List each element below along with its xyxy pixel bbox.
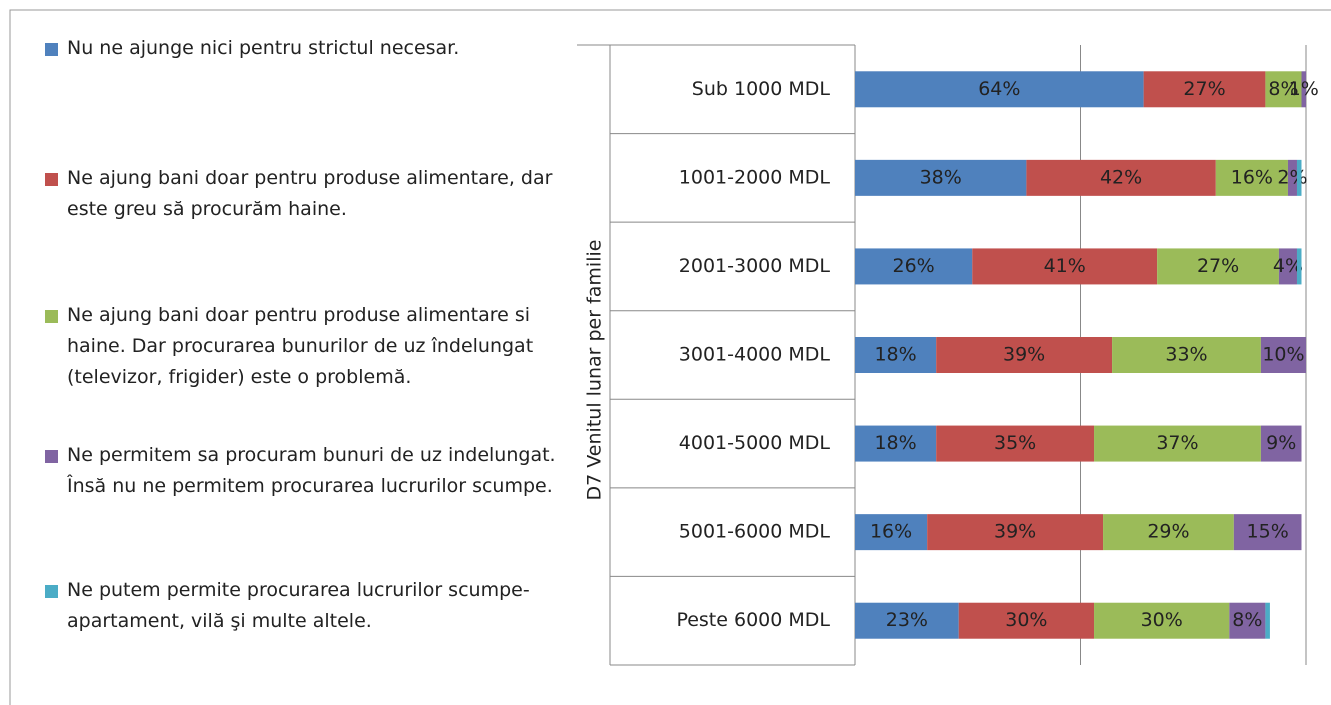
bar-segment [855,71,1144,108]
data-label: 23% [886,609,928,631]
bar-segment [855,425,937,462]
legend-item: Ne ajung bani doar pentru produse alimen… [45,163,567,225]
legend-label: Ne putem permite procurarea lucrurilor s… [67,579,530,632]
bar-segment [1296,248,1302,285]
data-label: 10% [1262,344,1304,366]
data-label: 8% [1232,609,1262,631]
data-label: 38% [920,166,962,188]
data-label: 39% [994,521,1036,543]
legend-swatch [45,173,58,186]
bar-segment [1260,425,1302,462]
bar-segment [936,425,1095,462]
data-label: 64% [978,78,1020,100]
legend-swatch [45,585,58,598]
bar-segment [1094,425,1261,462]
bar-segment [958,602,1095,639]
legend-label: Ne ajung bani doar pentru produse alimen… [67,167,553,220]
bar-segment [1260,337,1306,373]
frame [9,9,1331,705]
legend-item: Ne putem permite procurarea lucrurilor s… [45,575,567,637]
data-label: 15% [1247,521,1289,543]
data-label: 35% [994,432,1036,454]
data-label: 30% [1005,609,1047,631]
legend-label: Ne ajung bani doar pentru produse alimen… [67,304,534,388]
bar-segment [1301,71,1306,108]
bar-segment [1265,602,1270,639]
data-label: 9% [1266,432,1296,454]
bar-segment [855,159,1027,196]
data-label: 18% [874,344,916,366]
legend-label: Nu ne ajunge nici pentru strictul necesa… [67,37,460,59]
y-tick-label: 5001-6000 MDL [679,521,831,543]
bar-segment [1265,71,1302,108]
bar-segment [1215,159,1288,196]
data-label: 27% [1183,78,1225,100]
data-label: 33% [1165,344,1207,366]
data-label: 27% [1197,255,1239,277]
data-label: 41% [1044,255,1086,277]
bar-segment [1157,248,1279,285]
data-label: 18% [874,432,916,454]
data-label: 2% [1277,166,1307,188]
data-label: 42% [1100,166,1142,188]
bar-segment [1103,514,1234,551]
data-label: 16% [1231,166,1273,188]
data-label: 29% [1147,521,1189,543]
bar-segment [855,514,928,551]
data-label: 26% [893,255,935,277]
bar-segment [855,248,973,285]
y-tick-label: 4001-5000 MDL [679,432,831,454]
y-tick-label: Sub 1000 MDL [692,78,831,100]
legend-label: Ne permitem sa procuram bunuri de uz ind… [67,444,556,497]
bar-segment [855,602,959,639]
bar-segment [1233,514,1302,551]
legend-swatch [45,310,58,323]
bar-segment [927,514,1104,551]
data-label: 4% [1273,255,1303,277]
bar-segment [855,337,937,373]
bar-segment [1278,248,1297,285]
bar-segment [1143,71,1266,108]
data-label: 1% [1289,78,1319,100]
legend-swatch [45,450,58,463]
y-tick-label: 3001-4000 MDL [679,344,831,366]
data-label: 16% [870,521,912,543]
bar-segment [1026,159,1216,196]
y-tick-label: Peste 6000 MDL [676,609,830,631]
bar-segment [1296,159,1302,196]
bar-segment [936,337,1113,373]
y-tick-label: 2001-3000 MDL [679,255,831,277]
legend-item: Nu ne ajunge nici pentru strictul necesa… [45,33,567,64]
legend-item: Ne permitem sa procuram bunuri de uz ind… [45,440,567,502]
legend-swatch [45,43,58,56]
bar-segment [1229,602,1266,639]
bar-segment [972,248,1158,285]
bar-segment [1287,159,1297,196]
y-tick-label: 1001-2000 MDL [679,166,831,188]
data-label: 39% [1003,344,1045,366]
data-label: 30% [1141,609,1183,631]
data-label: 8% [1268,78,1298,100]
legend-item: Ne ajung bani doar pentru produse alimen… [45,300,567,393]
data-label: 37% [1156,432,1198,454]
bar-segment [1094,602,1230,639]
bar-segment [1112,337,1261,373]
axis-title: D7 Venitul lunar per familie [584,240,606,501]
